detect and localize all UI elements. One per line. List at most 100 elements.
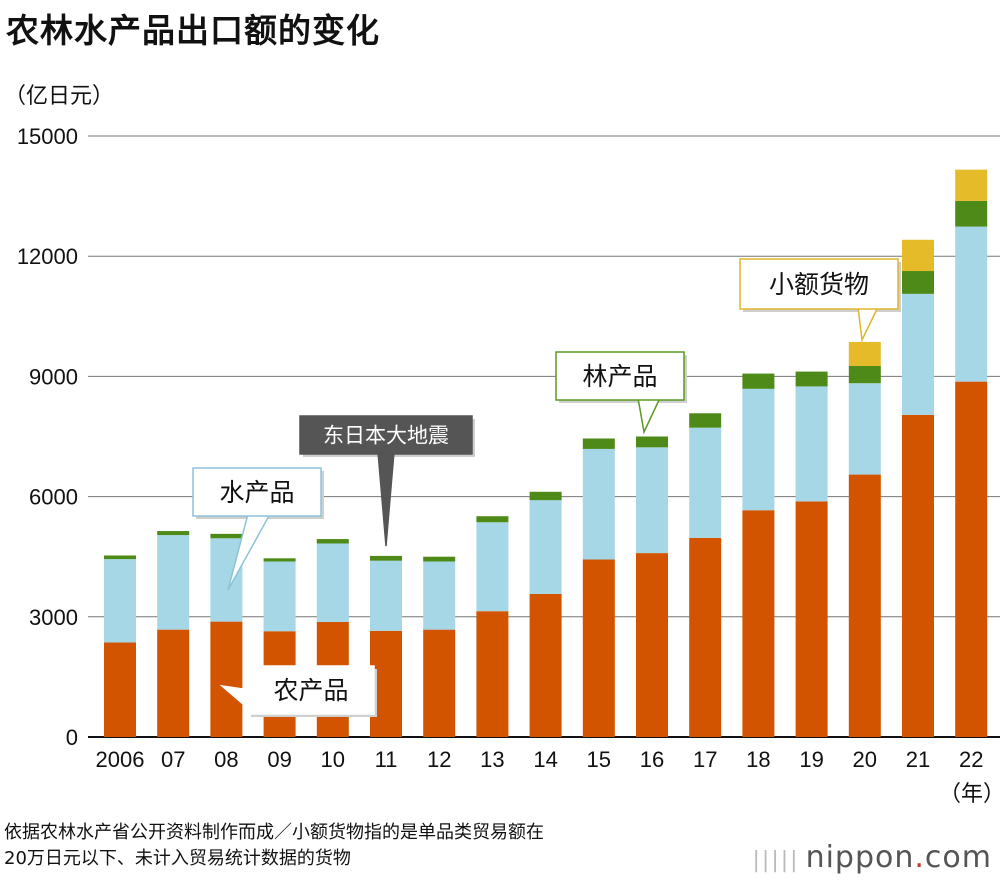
bar-segment	[157, 629, 190, 737]
bar-segment	[157, 531, 190, 536]
bar-segment	[902, 271, 934, 294]
y-tick-label: 0	[66, 725, 78, 750]
x-tick-label: 19	[799, 747, 823, 772]
bar-segment	[955, 200, 988, 227]
bar-segment	[476, 522, 509, 612]
bar-segment	[423, 629, 456, 737]
logo-suffix: com	[924, 840, 992, 875]
bar-segment	[582, 559, 615, 737]
bar-segment	[636, 553, 668, 737]
annotation-small-parcel-box	[739, 258, 899, 310]
bar-segment	[104, 559, 136, 643]
annotation-forestry: 林产品	[555, 351, 687, 435]
annotation-earthquake: 东日本大地震	[299, 415, 475, 547]
annotation-earthquake-pointer	[377, 451, 395, 547]
bar-segment	[104, 642, 136, 737]
annotation-small-parcel: 小额货物	[739, 258, 901, 343]
bar-segment	[529, 500, 562, 594]
bar-segment	[316, 539, 349, 544]
annotation-earthquake-label: 东日本大地震	[323, 424, 449, 448]
x-tick-label: 18	[746, 747, 770, 772]
publisher-logo: ||||| nippon.com	[753, 840, 993, 875]
bar-segment	[955, 226, 988, 382]
x-tick-label: 22	[959, 747, 983, 772]
footnote: 依据农林水产省公开资料制作而成／小额货物指的是单品类贸易额在 20万日元以下、未…	[4, 820, 544, 872]
x-tick-label: 14	[533, 747, 557, 772]
y-axis-unit: （亿日元）	[4, 84, 115, 109]
bar-segment	[210, 533, 243, 539]
bar-segment	[902, 239, 934, 272]
annotation-earthquake-box	[299, 415, 473, 455]
logo-dot: .	[914, 840, 925, 875]
bar-segment	[529, 491, 562, 501]
bar-segment	[582, 438, 615, 449]
x-tick-label: 16	[640, 747, 664, 772]
bar-segment	[529, 593, 562, 737]
bar-segment	[742, 388, 775, 511]
x-tick-label: 10	[321, 747, 345, 772]
annotation-agri: 农产品	[219, 665, 377, 717]
annotation-fishery-label: 水产品	[219, 478, 294, 507]
logo-mark: |||||	[752, 848, 800, 873]
annotation-agri-label: 农产品	[273, 676, 348, 705]
annotation-small-parcel-pointer	[857, 306, 880, 343]
bar-segment	[476, 516, 509, 523]
x-tick-label: 15	[587, 747, 611, 772]
y-tick-label: 12000	[17, 244, 78, 269]
bar-segment	[795, 501, 828, 737]
x-axis-unit: （年）	[939, 782, 1000, 807]
bar-segment	[476, 611, 509, 737]
bar-segment	[742, 510, 775, 737]
annotation-forestry-box	[555, 351, 685, 401]
bar-segment	[423, 556, 456, 562]
bar-segment	[157, 535, 190, 630]
logo-name: nippon	[805, 840, 915, 875]
bar-segment	[210, 538, 243, 622]
bar-segment	[370, 560, 402, 631]
x-tick-label: 17	[693, 747, 717, 772]
x-tick-label: 21	[906, 747, 930, 772]
bar-segment	[636, 447, 668, 554]
bar-segment	[902, 293, 934, 415]
bar-segment	[689, 427, 722, 538]
bar-segment	[423, 561, 456, 630]
bar-segment	[955, 381, 988, 737]
chart-area: 0 3000 6000 9000 12000 15000 2006 07 08 09 10 11 12 1…	[17, 124, 1000, 807]
annotation-forestry-pointer	[637, 397, 662, 435]
y-tick-label: 15000	[17, 124, 78, 149]
bar-segment	[636, 436, 668, 448]
footnote-line-2: 20万日元以下、未计入贸易统计数据的货物	[4, 848, 351, 869]
bar-segment	[582, 448, 615, 560]
bar-segment	[742, 373, 775, 389]
y-tick-label: 6000	[29, 485, 78, 510]
x-tick-label: 09	[267, 747, 291, 772]
bar-segment	[848, 341, 881, 366]
bar-segment	[795, 386, 828, 502]
x-tick-label: 11	[375, 747, 398, 772]
bar-segment	[848, 474, 881, 737]
bar-segment	[848, 365, 881, 384]
annotation-fishery-box	[192, 467, 322, 517]
bar-segment	[955, 169, 988, 201]
footnote-line-1: 依据农林水产省公开资料制作而成／小额货物指的是单品类贸易额在	[4, 822, 544, 843]
annotation-small-parcel-label: 小额货物	[769, 270, 869, 299]
x-tick-label: 13	[480, 747, 504, 772]
y-tick-label: 3000	[29, 605, 78, 630]
bar-segment	[263, 558, 296, 562]
x-tick-label: 12	[427, 747, 451, 772]
annotation-agri-box	[247, 665, 375, 715]
bar-segment	[104, 555, 136, 560]
x-tick-label: 20	[853, 747, 877, 772]
x-tick-label: 2006	[96, 747, 145, 772]
annotation-fishery: 水产品	[192, 467, 324, 591]
bar-segment	[316, 543, 349, 623]
chart-title: 农林水产品出口额的变化	[6, 11, 380, 50]
bar-segment	[370, 555, 402, 561]
x-tick-label: 07	[161, 747, 185, 772]
bar-segment	[848, 383, 881, 475]
bar-segment	[902, 414, 934, 737]
bar-segment	[689, 413, 722, 428]
bar-segment	[210, 621, 243, 737]
x-tick-label: 08	[214, 747, 238, 772]
y-tick-label: 9000	[29, 364, 78, 389]
